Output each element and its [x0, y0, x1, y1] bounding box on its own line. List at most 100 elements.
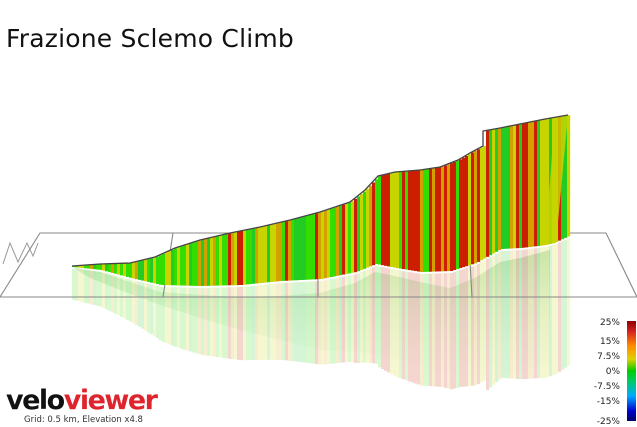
legend-label: -15%: [596, 397, 620, 407]
gradient-stripe: [477, 149, 481, 262]
reflection-stripe: [162, 287, 166, 343]
gradient-stripe: [525, 123, 529, 248]
gradient-legend-bar: [627, 321, 636, 421]
reflection-stripe: [246, 286, 250, 361]
reflection-stripe: [414, 273, 418, 384]
reflection-stripe: [285, 282, 289, 361]
reflection-stripe: [474, 265, 478, 386]
reflection-stripe: [372, 267, 376, 364]
reflection-stripe: [456, 271, 460, 388]
gradient-stripe: [333, 207, 337, 277]
reflection-stripe: [174, 287, 178, 347]
gradient-stripe: [231, 232, 235, 286]
gradient-stripe: [495, 128, 499, 252]
gradient-stripe: [147, 258, 151, 282]
gradient-stripe: [183, 245, 187, 286]
gradient-stripe: [267, 225, 271, 283]
reflection-stripe: [255, 285, 259, 360]
reflection-stripe: [135, 281, 139, 326]
gradient-stripe: [123, 263, 127, 277]
profile-outline: [71, 114, 569, 267]
reflection-stripe: [522, 249, 526, 380]
reflection-stripe: [516, 250, 520, 379]
reflection-stripe: [531, 248, 535, 379]
reflection-stripe: [144, 283, 148, 331]
reflection-stripe: [483, 260, 487, 381]
gradient-stripe: [114, 263, 118, 274]
reflection-stripe: [234, 287, 238, 360]
reflection-stripes: [72, 238, 571, 390]
reflection-stripe: [75, 269, 79, 301]
reflection-stripe: [207, 287, 211, 356]
reflection-stripe: [504, 250, 508, 379]
reflection-stripe: [459, 270, 463, 388]
gradient-stripe: [378, 176, 382, 265]
reflection-stripe: [186, 287, 190, 351]
reflection-stripe: [249, 286, 253, 361]
reflection-stripe: [288, 282, 292, 361]
gradient-stripe: [510, 126, 514, 249]
reflection-stripe: [168, 287, 172, 345]
chart-title: Frazione Sclemo Climb: [6, 24, 295, 53]
gradient-stripe: [225, 234, 229, 286]
reflection-stripe: [366, 269, 370, 363]
reflection-stripe: [399, 270, 403, 379]
reflection-stripe: [447, 273, 451, 389]
gradient-stripe: [312, 214, 316, 280]
gradient-stripe: [243, 230, 247, 285]
reflection-stripe: [102, 272, 106, 308]
gradient-stripe: [168, 251, 172, 286]
reflection-stripe: [402, 271, 406, 380]
gradient-stripe: [336, 206, 340, 276]
legend-label: 15%: [599, 337, 620, 347]
gradient-stripe: [387, 173, 391, 267]
reflection-stripe: [165, 287, 169, 344]
reflection-stripe: [426, 273, 430, 386]
gradient-stripe: [162, 253, 166, 286]
reflection-stripe: [453, 272, 457, 389]
gradient-stripe: [357, 196, 361, 272]
gradient-stripe: [432, 168, 436, 272]
gradient-stripe: [264, 226, 268, 283]
reflection-stripe: [540, 247, 544, 379]
gradient-stripe: [315, 213, 319, 280]
gradient-stripe: [516, 124, 520, 249]
reflection-stripe: [561, 241, 565, 370]
gradient-stripe: [561, 116, 565, 240]
reflection-stripe: [435, 273, 439, 387]
gradient-stripe: [381, 175, 385, 266]
gradient-stripe: [318, 212, 322, 280]
gradient-stripe: [198, 240, 202, 286]
reflection-stripe: [204, 287, 208, 356]
reflection-stripe: [213, 287, 217, 357]
gradient-stripe: [246, 229, 250, 285]
gradient-stripe: [174, 248, 178, 286]
gradient-stripe: [180, 246, 184, 286]
reflection-stripe: [141, 282, 145, 329]
reflection-stripe: [219, 287, 223, 358]
gradient-stripe: [165, 252, 169, 286]
reflection-stripe: [549, 245, 553, 377]
reflection-stripe: [564, 239, 568, 368]
reflection-stripe: [96, 271, 100, 306]
gradient-stripe: [507, 126, 511, 249]
gradient-stripe: [393, 172, 397, 268]
legend-label: -25%: [596, 417, 620, 427]
gradient-stripe: [417, 170, 421, 272]
gradient-stripe: [240, 231, 244, 285]
reflection-stripe: [552, 244, 556, 375]
gradient-stripe: [237, 231, 241, 286]
gradient-stripe: [228, 233, 232, 286]
legend-label: 0%: [605, 367, 620, 377]
reflection-stripe: [405, 271, 409, 381]
gradient-stripe: [342, 204, 346, 275]
reflection-stripe: [99, 271, 103, 307]
start-marker-icon: [2, 241, 39, 265]
reflection-stripe: [153, 285, 157, 337]
reflection-stripe: [210, 287, 214, 357]
reflection-stripe: [480, 262, 484, 383]
reflection-stripe: [117, 276, 121, 316]
gradient-stripe: [306, 215, 310, 280]
reflection-stripe: [177, 287, 181, 348]
gradient-stripe: [414, 170, 418, 272]
